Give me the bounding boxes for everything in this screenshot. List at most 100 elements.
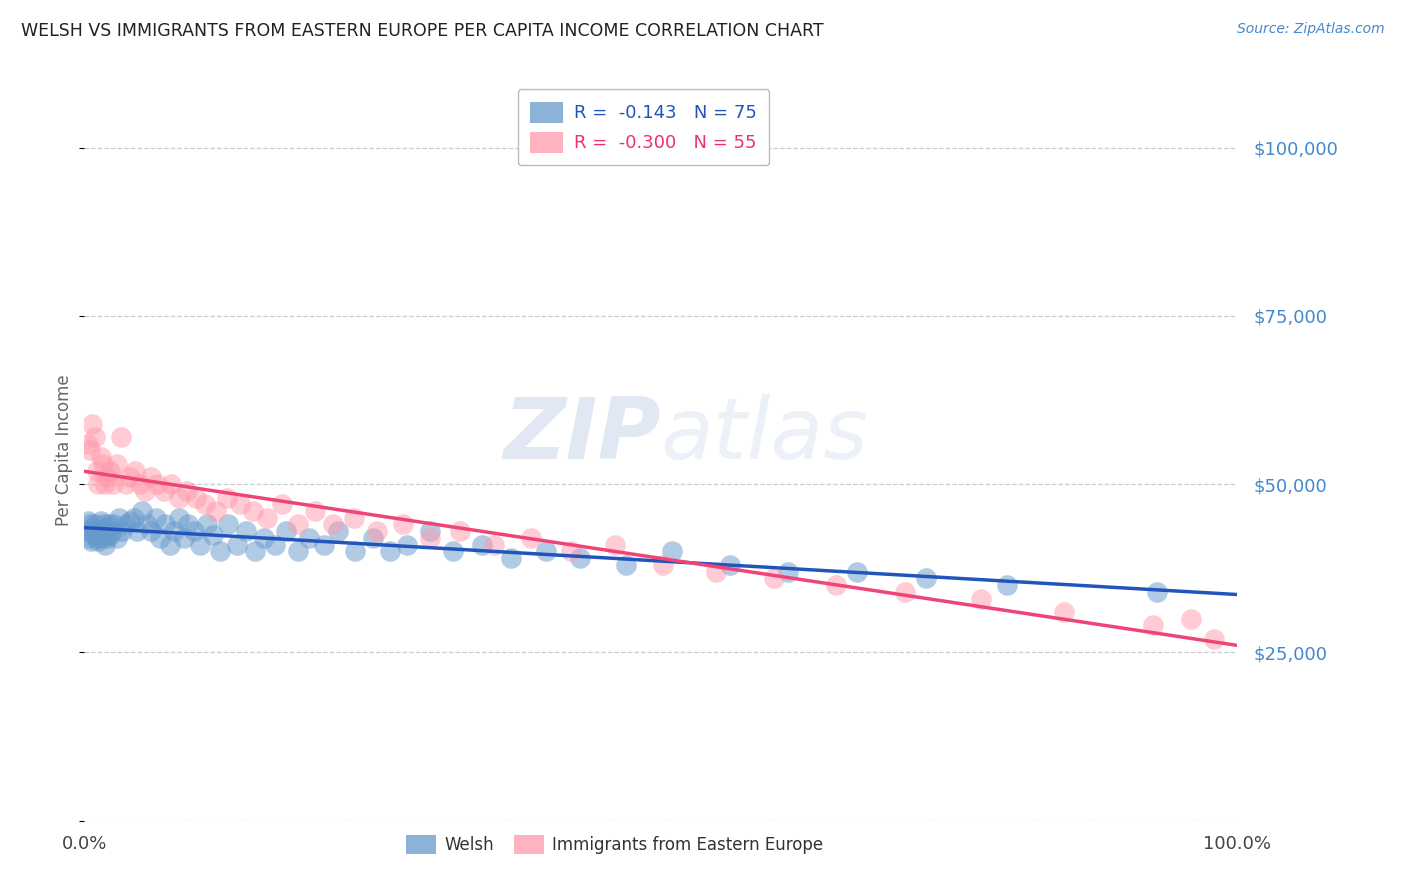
Point [80, 534, 103, 549]
Point [202, 527, 225, 541]
Point [128, 477, 150, 491]
Point [91, 457, 114, 471]
Point [93, 517, 115, 532]
Point [134, 483, 156, 498]
Point [243, 544, 266, 558]
Point [270, 497, 292, 511]
Point [195, 517, 218, 532]
Point [177, 517, 200, 532]
Point [146, 477, 169, 491]
Point [419, 531, 441, 545]
Point [90, 531, 112, 545]
Point [135, 517, 157, 532]
Point [141, 524, 163, 539]
Point [366, 524, 388, 539]
Point [449, 524, 471, 539]
Point [915, 571, 938, 585]
Point [304, 504, 326, 518]
Point [76, 514, 98, 528]
Point [344, 544, 367, 558]
Point [110, 430, 132, 444]
Point [391, 517, 413, 532]
Point [120, 514, 142, 528]
Point [131, 504, 153, 518]
Point [378, 544, 401, 558]
Point [127, 524, 149, 539]
Point [149, 531, 172, 545]
Point [970, 591, 993, 606]
Point [108, 510, 131, 524]
Point [79, 517, 101, 532]
Point [287, 544, 309, 558]
Point [105, 457, 128, 471]
Point [145, 510, 167, 524]
Point [84, 524, 107, 539]
Point [89, 514, 111, 528]
Point [361, 531, 384, 545]
Point [326, 524, 349, 539]
Point [343, 510, 366, 524]
Point [499, 551, 522, 566]
Point [204, 504, 226, 518]
Point [111, 524, 134, 539]
Point [96, 531, 118, 545]
Point [194, 497, 217, 511]
Point [91, 524, 114, 539]
Point [314, 538, 336, 552]
Point [153, 517, 176, 532]
Point [603, 538, 626, 552]
Point [96, 521, 118, 535]
Point [141, 470, 163, 484]
Point [94, 538, 117, 552]
Text: atlas: atlas [661, 394, 869, 477]
Point [98, 527, 121, 541]
Text: ZIP: ZIP [503, 394, 661, 477]
Point [519, 531, 541, 545]
Y-axis label: Per Capita Income: Per Capita Income [55, 375, 73, 526]
Point [163, 524, 186, 539]
Point [188, 538, 211, 552]
Text: WELSH VS IMMIGRANTS FROM EASTERN EUROPE PER CAPITA INCOME CORRELATION CHART: WELSH VS IMMIGRANTS FROM EASTERN EUROPE … [21, 22, 824, 40]
Point [229, 497, 252, 511]
Point [396, 538, 419, 552]
Legend: Welsh, Immigrants from Eastern Europe: Welsh, Immigrants from Eastern Europe [399, 828, 830, 861]
Point [441, 544, 464, 558]
Point [103, 517, 125, 532]
Point [287, 517, 309, 532]
Point [276, 524, 298, 539]
Point [995, 578, 1018, 592]
Point [704, 565, 727, 579]
Point [1146, 584, 1168, 599]
Point [186, 491, 208, 505]
Point [87, 477, 110, 491]
Point [86, 464, 108, 478]
Point [1053, 605, 1076, 619]
Point [263, 538, 285, 552]
Point [167, 510, 190, 524]
Point [482, 538, 505, 552]
Point [89, 524, 111, 539]
Point [98, 464, 121, 478]
Point [614, 558, 637, 572]
Point [560, 544, 582, 558]
Text: Source: ZipAtlas.com: Source: ZipAtlas.com [1237, 22, 1385, 37]
Point [762, 571, 785, 585]
Point [256, 510, 278, 524]
Point [718, 558, 741, 572]
Point [83, 527, 105, 541]
Point [176, 483, 198, 498]
Point [322, 517, 344, 532]
Point [94, 477, 117, 491]
Point [101, 524, 124, 539]
Point [776, 565, 799, 579]
Point [235, 524, 257, 539]
Point [471, 538, 494, 552]
Point [167, 491, 190, 505]
Point [86, 531, 108, 545]
Point [97, 517, 120, 532]
Point [825, 578, 848, 592]
Point [242, 504, 264, 518]
Point [183, 524, 205, 539]
Point [89, 450, 111, 465]
Point [120, 470, 142, 484]
